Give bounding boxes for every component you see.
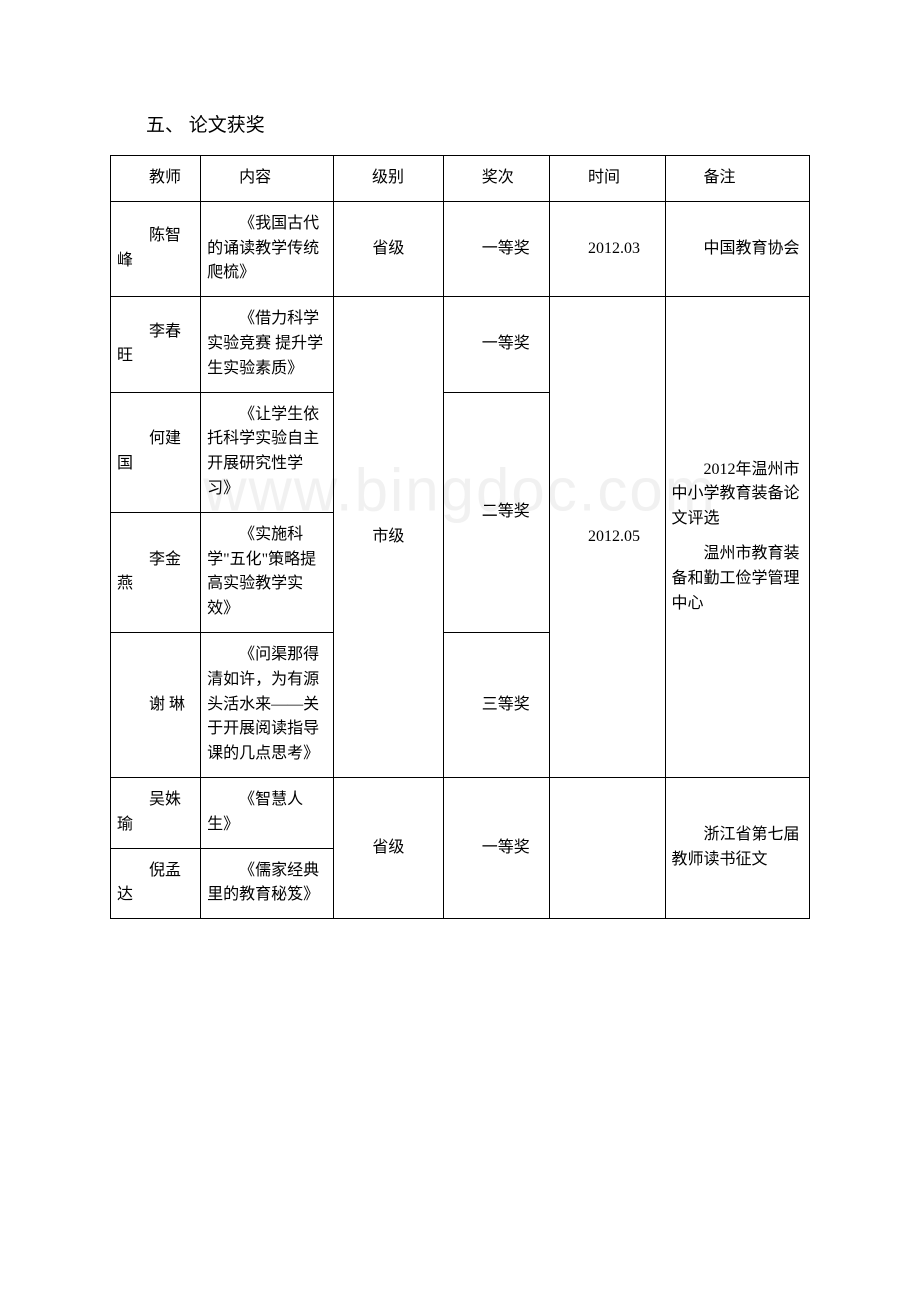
table-row: 陈智峰 《我国古代的诵读教学传统爬梳》 省级 一等奖 2012.03 中国教育协… — [111, 201, 810, 296]
cell-teacher: 倪孟达 — [111, 848, 201, 919]
cell-teacher: 谢 琳 — [111, 632, 201, 777]
cell-rank: 一等奖 — [443, 777, 549, 918]
cell-rank: 三等奖 — [443, 632, 549, 777]
cell-teacher: 吴姝瑜 — [111, 777, 201, 848]
cell-rank: 二等奖 — [443, 392, 549, 632]
cell-remark: 中国教育协会 — [665, 201, 809, 296]
cell-rank: 一等奖 — [443, 297, 549, 392]
table-row: 李春旺 《借力科学实验竞赛 提升学生实验素质》 市级 一等奖 2012.05 2… — [111, 297, 810, 392]
header-time: 时间 — [550, 156, 666, 202]
cell-time — [550, 777, 666, 918]
remark-text: 2012年温州市中小学教育装备论文评选 — [672, 458, 803, 532]
header-content: 内容 — [201, 156, 334, 202]
cell-content: 《问渠那得清如许，为有源头活水来——关于开展阅读指导课的几点思考》 — [201, 632, 334, 777]
table-header-row: 教师 内容 级别 奖次 时间 备注 — [111, 156, 810, 202]
cell-content: 《我国古代的诵读教学传统爬梳》 — [201, 201, 334, 296]
cell-teacher: 李金燕 — [111, 512, 201, 632]
section-title: 五、 论文获奖 — [110, 110, 810, 137]
award-table: 教师 内容 级别 奖次 时间 备注 陈智峰 《我国古代的诵读教学传统爬梳》 省级… — [110, 155, 810, 919]
header-rank: 奖次 — [443, 156, 549, 202]
cell-level: 省级 — [333, 201, 443, 296]
cell-time: 2012.03 — [550, 201, 666, 296]
cell-remark: 浙江省第七届教师读书征文 — [665, 777, 809, 918]
remark-text: 温州市教育装备和勤工俭学管理中心 — [672, 542, 803, 616]
cell-rank: 一等奖 — [443, 201, 549, 296]
cell-content: 《智慧人生》 — [201, 777, 334, 848]
cell-level: 省级 — [333, 777, 443, 918]
cell-remark: 2012年温州市中小学教育装备论文评选 温州市教育装备和勤工俭学管理中心 — [665, 297, 809, 778]
cell-content: 《实施科学"五化"策略提高实验教学实效》 — [201, 512, 334, 632]
cell-content: 《借力科学实验竞赛 提升学生实验素质》 — [201, 297, 334, 392]
header-remark: 备注 — [665, 156, 809, 202]
cell-teacher: 陈智峰 — [111, 201, 201, 296]
cell-content: 《让学生依托科学实验自主开展研究性学习》 — [201, 392, 334, 512]
header-level: 级别 — [333, 156, 443, 202]
cell-time: 2012.05 — [550, 297, 666, 778]
table-row: 吴姝瑜 《智慧人生》 省级 一等奖 浙江省第七届教师读书征文 — [111, 777, 810, 848]
cell-teacher: 李春旺 — [111, 297, 201, 392]
cell-content: 《儒家经典里的教育秘笈》 — [201, 848, 334, 919]
header-teacher: 教师 — [111, 156, 201, 202]
cell-teacher: 何建国 — [111, 392, 201, 512]
cell-level: 市级 — [333, 297, 443, 778]
